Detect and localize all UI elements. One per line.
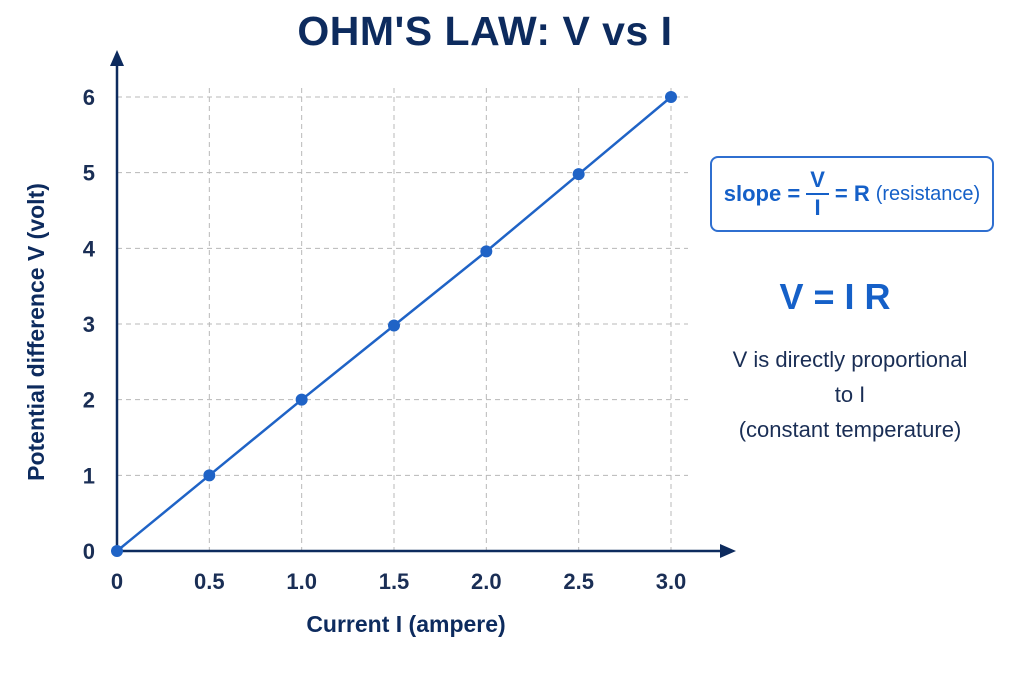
slope-denominator: I: [814, 195, 821, 220]
desc-line-2: to I: [834, 382, 866, 407]
chart-title: OHM'S LAW: V vs I: [297, 8, 673, 54]
x-tick-label: 3.0: [656, 569, 687, 594]
x-tick-label: 1.5: [379, 569, 410, 594]
slope-suffix: = R: [834, 181, 870, 206]
slope-prefix: slope =: [723, 181, 801, 206]
tick-labels: 0 0.5 1.0 1.5 2.0 2.5 3.0 0 1 2 3 4 5 6: [83, 85, 687, 594]
proportionality-description: V is directly proportional to I (constan…: [700, 342, 1000, 447]
x-axis-title: Current I (ampere): [306, 611, 505, 637]
x-tick-label: 2.5: [563, 569, 594, 594]
y-tick-label: 6: [83, 85, 95, 110]
x-tick-label: 0: [111, 569, 123, 594]
y-tick-label: 4: [83, 236, 96, 261]
data-point: [203, 469, 216, 482]
data-point: [480, 245, 493, 258]
slope-numerator: V: [806, 169, 829, 195]
y-tick-label: 1: [83, 463, 95, 488]
data-point: [111, 545, 123, 557]
y-tick-label: 5: [83, 161, 95, 186]
x-tick-label: 1.0: [286, 569, 317, 594]
x-tick-label: 2.0: [471, 569, 502, 594]
slope-note: (resistance): [875, 182, 981, 205]
axes: [110, 50, 736, 558]
x-tick-label: 0.5: [194, 569, 225, 594]
data-point: [572, 168, 585, 181]
y-tick-label: 0: [83, 539, 95, 564]
slope-fraction: V I: [806, 169, 829, 219]
y-tick-label: 2: [83, 388, 95, 413]
y-tick-label: 3: [83, 312, 95, 337]
data-point: [295, 393, 308, 406]
ohms-law-formula: V = I R: [779, 276, 891, 317]
desc-line-1: V is directly proportional: [732, 347, 968, 372]
data-point: [388, 319, 400, 332]
y-axis-title: Potential difference V (volt): [23, 183, 49, 481]
desc-line-3: (constant temperature): [738, 417, 962, 442]
data-point: [665, 91, 677, 103]
series: [111, 91, 677, 557]
x-axis-arrow: [720, 544, 736, 558]
y-axis-arrow: [110, 50, 124, 66]
slope-annotation-box: slope = V I = R (resistance): [710, 156, 994, 232]
